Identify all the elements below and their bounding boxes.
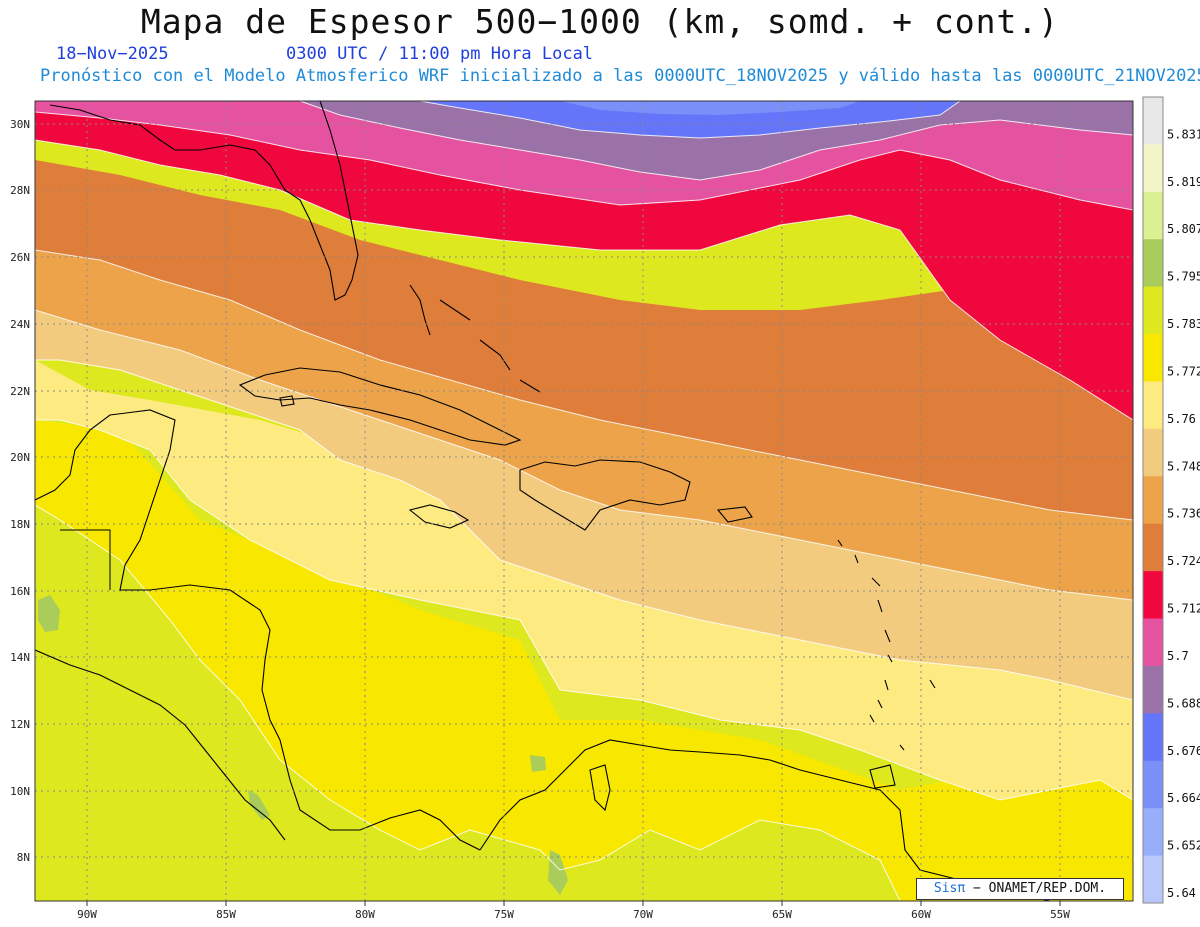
- colorbar-label: 5.807: [1167, 222, 1200, 236]
- lat-label: 14N: [10, 651, 30, 664]
- lat-label: 16N: [10, 585, 30, 598]
- lon-label: 85W: [216, 908, 236, 921]
- lat-label: 12N: [10, 718, 30, 731]
- map-frame: [34, 100, 1134, 902]
- colorbar-frame: [1142, 96, 1164, 904]
- lat-label: 10N: [10, 785, 30, 798]
- credit-brand: Sisπ: [933, 881, 966, 896]
- lon-label: 65W: [772, 908, 792, 921]
- lat-label: 30N: [10, 118, 30, 131]
- colorbar-swatch: [1143, 97, 1163, 145]
- lon-label: 60W: [911, 908, 931, 921]
- lat-label: 20N: [10, 451, 30, 464]
- colorbar-label: 5.819: [1167, 175, 1200, 189]
- colorbar-label: 5.736: [1167, 507, 1200, 521]
- colorbar-label: 5.748: [1167, 459, 1200, 473]
- colorbar-swatch: [1143, 191, 1163, 240]
- forecast-date: 18−Nov−2025: [56, 44, 169, 64]
- colorbar-label: 5.712: [1167, 602, 1200, 616]
- colorbar-swatch: [1143, 239, 1163, 288]
- lat-axis: 30N 28N 26N 24N 22N 20N 18N 16N 14N 12N …: [10, 118, 30, 864]
- lon-label: 80W: [355, 908, 375, 921]
- colorbar-label: 5.831: [1167, 127, 1200, 141]
- colorbar-swatch: [1143, 144, 1163, 193]
- colorbar-label: 5.664: [1167, 791, 1200, 805]
- colorbar-swatch: [1143, 618, 1163, 667]
- map-title: Mapa de Espesor 500−1000 (km, somd. + co…: [140, 2, 1060, 41]
- colorbar-swatch: [1143, 286, 1163, 335]
- colorbar-label: 5.783: [1167, 317, 1200, 331]
- colorbar-label: 5.724: [1167, 554, 1200, 568]
- colorbar-swatch: [1143, 713, 1163, 762]
- credit-text: − ONAMET/REP.DOM.: [973, 881, 1107, 896]
- colorbar-label: 5.795: [1167, 270, 1200, 284]
- colorbar-swatch: [1143, 334, 1163, 382]
- lon-label: 90W: [77, 908, 97, 921]
- colorbar-label: 5.64: [1167, 886, 1196, 900]
- graticule: [35, 101, 1133, 901]
- lon-label: 75W: [494, 908, 514, 921]
- lon-label: 55W: [1050, 908, 1070, 921]
- colorbar-swatch: [1143, 476, 1163, 525]
- thickness-shading: [35, 101, 1133, 901]
- colorbar-label: 5.676: [1167, 744, 1200, 758]
- colorbar-swatch: [1143, 571, 1163, 620]
- lat-label: 26N: [10, 251, 30, 264]
- colorbar-label: 5.76: [1167, 412, 1196, 426]
- lon-axis: 90W 85W 80W 75W 70W 65W 60W 55W: [77, 901, 1070, 921]
- colorbar-swatch: [1143, 855, 1163, 904]
- lon-label: 70W: [633, 908, 653, 921]
- forecast-time: 0300 UTC / 11:00 pm Hora Local: [286, 44, 594, 64]
- colorbar-label: 5.652: [1167, 839, 1200, 853]
- lat-label: 18N: [10, 518, 30, 531]
- colorbar: 5.831 5.819 5.807 5.795 5.783 5.772 5.76 5.748 5…: [1142, 96, 1200, 904]
- lat-label: 24N: [10, 318, 30, 331]
- colorbar-swatch: [1143, 428, 1163, 477]
- colorbar-swatch: [1143, 760, 1163, 809]
- model-info: Pronóstico con el Modelo Atmosferico WRF…: [40, 66, 1200, 86]
- colorbar-label: 5.688: [1167, 696, 1200, 710]
- lat-label: 22N: [10, 385, 30, 398]
- lat-label: 8N: [17, 851, 30, 864]
- colorbar-swatch: [1143, 381, 1163, 430]
- coastlines: [35, 101, 1051, 901]
- colorbar-label: 5.7: [1167, 649, 1189, 663]
- credit-box: Sisπ − ONAMET/REP.DOM.: [916, 878, 1124, 900]
- colorbar-swatch: [1143, 808, 1163, 857]
- colorbar-swatch: [1143, 665, 1163, 714]
- lat-label: 28N: [10, 184, 30, 197]
- colorbar-label: 5.772: [1167, 364, 1200, 378]
- colorbar-swatch: [1143, 523, 1163, 572]
